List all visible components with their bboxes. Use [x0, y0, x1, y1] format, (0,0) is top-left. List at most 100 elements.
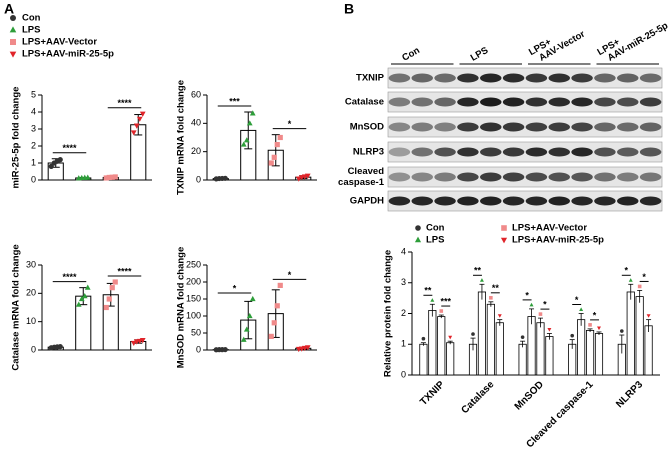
blot-band — [525, 196, 548, 206]
series-marker — [497, 314, 502, 318]
significance-label: *** — [229, 96, 240, 106]
y-axis-label: miR-25-5p fold change — [11, 87, 22, 189]
y-tick-label: 40 — [191, 118, 201, 128]
bar — [644, 325, 653, 376]
row-label: Cleaved — [348, 166, 385, 177]
data-point — [243, 326, 250, 332]
blot-band — [525, 97, 548, 107]
blot-band — [388, 172, 411, 182]
y-tick-label: 0 — [31, 174, 36, 184]
significance-label: * — [525, 290, 529, 300]
blot-band — [617, 196, 639, 206]
data-point — [109, 285, 115, 291]
bar — [437, 316, 446, 376]
y-tick-label: 3 — [31, 123, 36, 133]
blot-band — [525, 122, 548, 132]
y-tick-label: 250 — [186, 259, 201, 269]
blot-band — [457, 73, 479, 83]
y-tick-label: 10 — [26, 316, 36, 326]
blot-band — [502, 97, 525, 107]
blot-band — [525, 147, 548, 157]
blot-band — [502, 122, 525, 132]
data-point — [75, 301, 82, 307]
blot-band — [434, 172, 456, 182]
y-tick-label: 20 — [191, 146, 201, 156]
blot-band — [639, 122, 662, 132]
blot-band — [388, 122, 411, 132]
blot-band — [502, 147, 525, 157]
blot-band — [388, 97, 411, 107]
bar — [477, 291, 487, 376]
data-point — [295, 176, 302, 182]
blot-band — [457, 196, 479, 206]
blot-band — [457, 122, 479, 132]
data-point — [304, 173, 311, 179]
blot-band — [571, 73, 593, 83]
series-marker — [570, 333, 575, 338]
legend-marker — [9, 26, 17, 33]
legend-label: LPS — [22, 25, 40, 36]
legend-label: LPS — [426, 235, 444, 246]
y-tick-label: 2 — [31, 140, 36, 150]
series-marker — [588, 323, 592, 327]
data-point — [78, 295, 85, 302]
data-point — [112, 279, 118, 285]
column-label: LPS+AAV-Vector — [527, 29, 587, 64]
series-marker — [529, 302, 534, 307]
blot-band — [594, 122, 616, 132]
row-label: TXNIP — [356, 73, 385, 84]
bar — [428, 310, 437, 376]
data-point — [246, 120, 253, 126]
blot-strip — [387, 141, 663, 163]
bar — [586, 330, 595, 376]
data-point — [48, 163, 54, 169]
y-tick-label: 60 — [191, 89, 201, 99]
series-marker — [471, 332, 475, 336]
legend-label: LPS+AAV-miR-25-5p — [22, 49, 114, 60]
series-marker — [547, 328, 552, 332]
data-point — [222, 175, 228, 181]
column-label-line: Con — [400, 45, 422, 64]
y-axis-label: TXNIP mRNA fold change — [176, 80, 187, 195]
legend-label: LPS+AAV-Vector — [512, 223, 587, 234]
blot-band — [502, 196, 525, 206]
series-marker — [579, 307, 584, 311]
blot-band — [639, 73, 662, 83]
data-point — [249, 110, 256, 116]
blot-band — [594, 97, 616, 107]
significance-label: * — [593, 310, 597, 320]
blot-strip — [387, 166, 663, 188]
y-tick-label: 1 — [401, 339, 406, 349]
bar — [527, 316, 536, 376]
bar — [635, 296, 644, 376]
significance-label: *** — [440, 296, 451, 306]
blot-band — [480, 172, 502, 182]
data-point — [240, 336, 247, 342]
blot-band — [639, 196, 662, 206]
blot-strip — [387, 190, 663, 212]
data-point — [268, 160, 274, 166]
x-tick-label: NLRP3 — [614, 379, 645, 410]
blot-band — [411, 73, 433, 83]
bar — [626, 291, 635, 376]
data-point — [57, 157, 63, 163]
x-tick-label: MnSOD — [513, 379, 546, 412]
blot-strip — [387, 116, 663, 138]
blot-band — [434, 73, 456, 83]
y-tick-label: 0 — [196, 344, 201, 354]
data-point — [112, 174, 118, 180]
row-label: GAPDH — [350, 196, 384, 207]
data-point — [136, 116, 143, 122]
blot-band — [434, 147, 456, 157]
data-point — [274, 303, 280, 309]
blot-band — [411, 196, 433, 206]
significance-label: * — [288, 270, 292, 280]
blot-band — [434, 122, 456, 132]
data-point — [139, 338, 146, 344]
blot-band — [388, 73, 411, 83]
y-tick-label: 30 — [26, 259, 36, 269]
blot-band — [548, 122, 570, 132]
data-point — [139, 111, 146, 117]
blot-band — [548, 73, 570, 83]
blot-band — [617, 73, 639, 83]
